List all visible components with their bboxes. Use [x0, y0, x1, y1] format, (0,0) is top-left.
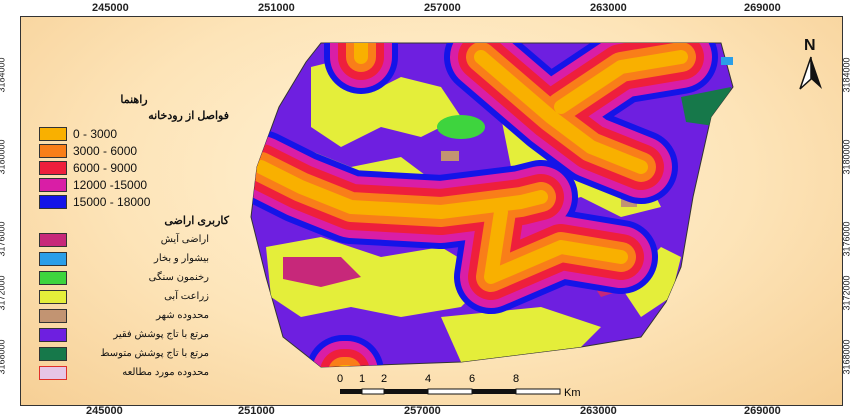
legend-label: اراضی آیش	[160, 234, 209, 245]
river-buffer-north	[444, 43, 718, 204]
landuse-fallow-patch	[283, 257, 361, 287]
scale-label: 0	[337, 373, 344, 385]
landuse-legend-title: کاربری اراضی	[164, 215, 229, 227]
landuse-legend-item: رخنمون سنگی	[39, 268, 229, 287]
legend-swatch	[39, 327, 67, 342]
scale-label: 2	[381, 373, 388, 385]
landuse-legend-item: محدوده مورد مطالعه	[39, 363, 229, 382]
legend-swatch	[39, 160, 67, 175]
y-tick-left: 3184000	[0, 57, 7, 93]
x-tick-bottom: 257000	[404, 405, 441, 417]
landuse-rock-outcrop	[437, 115, 485, 139]
legend-label: محدوده مورد مطالعه	[122, 367, 209, 378]
x-tick-top: 245000	[92, 2, 129, 14]
legend-title: راهنما	[120, 94, 148, 106]
landuse-urban-patch	[441, 151, 459, 161]
landuse-legend: اراضی آیش بیشوار و بخار رخنمون سنگی زراعت آ…	[39, 230, 229, 382]
legend-label: 3000 - 6000	[73, 143, 138, 158]
legend-swatch	[39, 126, 67, 141]
legend-swatch	[39, 143, 67, 158]
landuse-wetland-patch	[721, 57, 733, 65]
legend-label: محدوده شهر	[156, 310, 209, 321]
river-buffer-west	[251, 130, 658, 314]
y-tick-left: 3168000	[0, 339, 7, 375]
y-tick-left: 3180000	[0, 139, 7, 175]
study-area-map	[250, 42, 734, 368]
legend-swatch	[39, 289, 67, 304]
legend-swatch	[39, 270, 67, 285]
landuse-legend-item: اراضی آیش	[39, 230, 229, 249]
legend-label: 0 - 3000	[73, 126, 118, 141]
x-tick-top: 251000	[258, 2, 295, 14]
y-tick-right: 3176000	[841, 221, 852, 257]
scale-label: 1	[359, 373, 366, 385]
distance-legend-item: 0 - 3000	[39, 125, 229, 142]
y-tick-left: 3176000	[0, 221, 7, 257]
distance-legend-item: 6000 - 9000	[39, 159, 229, 176]
legend-label: مرتع با تاج پوشش متوسط	[100, 348, 209, 359]
legend-swatch	[39, 194, 67, 209]
legend-label: زراعت آبی	[164, 291, 209, 302]
landuse-legend-item: محدوده شهر	[39, 306, 229, 325]
legend-swatch	[39, 346, 67, 361]
landuse-irrigated-patch	[441, 307, 601, 362]
scale-label: 4	[425, 373, 432, 385]
x-tick-top: 263000	[590, 2, 627, 14]
scale-label: 8	[513, 373, 520, 385]
landuse-legend-item: مرتع با تاج پوشش متوسط	[39, 344, 229, 363]
river-buffers	[251, 43, 718, 367]
x-tick-bottom: 251000	[238, 405, 275, 417]
legend-label: بیشوار و بخار	[154, 253, 209, 264]
legend-swatch	[39, 308, 67, 323]
x-tick-bottom: 245000	[86, 405, 123, 417]
distance-legend-item: 15000 - 18000	[39, 193, 229, 210]
distance-legend-item: 3000 - 6000	[39, 142, 229, 159]
landuse-legend-item: مرتع با تاج پوشش فقیر	[39, 325, 229, 344]
y-tick-right: 3180000	[841, 139, 852, 175]
x-tick-top: 257000	[424, 2, 461, 14]
scale-unit: Km	[564, 387, 581, 399]
legend-label: 6000 - 9000	[73, 160, 138, 175]
legend-swatch	[39, 232, 67, 247]
y-tick-left: 3172000	[0, 275, 7, 311]
x-tick-top: 269000	[744, 2, 781, 14]
x-tick-bottom: 263000	[580, 405, 617, 417]
landuse-legend-item: بیشوار و بخار	[39, 249, 229, 268]
legend-swatch	[39, 177, 67, 192]
north-label: N	[804, 37, 816, 54]
legend-label: 12000 -15000	[73, 177, 148, 192]
y-tick-right: 3172000	[841, 275, 852, 311]
legend-label: 15000 - 18000	[73, 194, 151, 209]
legend-swatch	[39, 251, 67, 266]
distance-legend: 0 - 3000 3000 - 6000 6000 - 9000 12000 -150…	[39, 125, 229, 210]
distance-legend-item: 12000 -15000	[39, 176, 229, 193]
legend-label: رخنمون سنگی	[148, 272, 209, 283]
map-panel: راهنما فواصل از رودخانه 0 - 3000 3000 - 6…	[20, 16, 843, 406]
x-tick-bottom: 269000	[744, 405, 781, 417]
y-tick-right: 3184000	[841, 57, 852, 93]
legend-swatch	[39, 365, 67, 380]
landuse-irrigated-patch	[621, 247, 681, 317]
legend: راهنما فواصل از رودخانه 0 - 3000 3000 - 6…	[39, 91, 229, 382]
distance-legend-title: فواصل از رودخانه	[148, 110, 229, 122]
north-arrow: N	[796, 37, 826, 91]
y-tick-right: 3168000	[841, 339, 852, 375]
legend-label: مرتع با تاج پوشش فقیر	[113, 329, 209, 340]
landuse-legend-item: زراعت آبی	[39, 287, 229, 306]
scale-label: 6	[469, 373, 476, 385]
scale-bar: 0 1 2 4 6 8 Km	[336, 372, 606, 402]
